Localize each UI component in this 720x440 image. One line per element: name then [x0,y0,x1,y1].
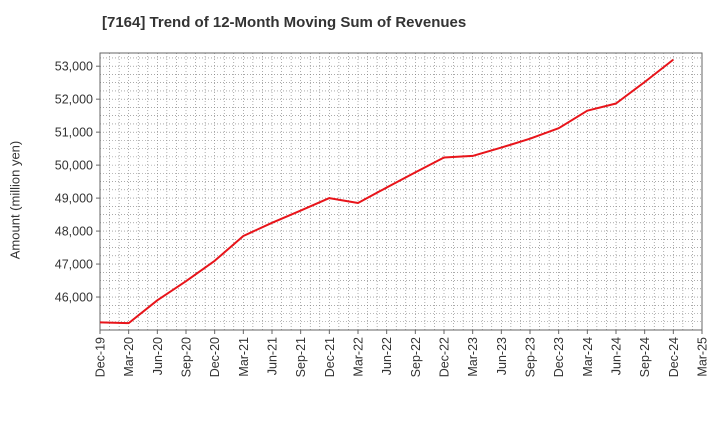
x-tick-label: Mar-21 [237,337,251,377]
y-tick-label: 49,000 [55,192,93,206]
x-tick-label: Dec-21 [323,337,337,377]
x-tick-label: Jun-24 [610,337,624,375]
y-axis-ticks: 46,000 47,000 48,000 49,000 50,000 51,000 52,0… [55,60,100,305]
x-tick-label: Mar-20 [122,337,136,377]
series-group [99,58,674,325]
series-line [99,58,674,325]
plot-area [100,53,702,330]
y-tick-label: 50,000 [55,159,93,173]
y-tick-label: 48,000 [55,225,93,239]
x-tick-label: Sep-22 [409,337,423,377]
y-tick-label: 47,000 [55,258,93,272]
y-tick-label: 51,000 [55,126,93,140]
chart-title: [7164] Trend of 12-Month Moving Sum of R… [102,14,467,31]
x-tick-label: Dec-24 [667,337,681,377]
x-tick-label: Jun-22 [380,337,394,375]
x-tick-label: Mar-24 [581,337,595,377]
x-tick-label: Sep-20 [180,337,194,377]
x-tick-label: Mar-23 [466,337,480,377]
grid-lines [100,53,702,330]
x-tick-label: Sep-21 [294,337,308,377]
x-axis-ticks: Dec-19 Mar-20 Jun-20 Sep-20 Dec-20 Mar-21 Jun-… [94,330,710,377]
y-tick-label: 52,000 [55,93,93,107]
x-tick-label: Mar-22 [352,337,366,377]
x-tick-label: Jun-23 [495,337,509,375]
x-tick-label: Dec-19 [94,337,108,377]
x-tick-label: Dec-23 [552,337,566,377]
plot-border [99,52,703,331]
x-tick-label: Mar-25 [696,337,710,377]
x-tick-label: Dec-22 [438,337,452,377]
x-tick-label: Sep-24 [638,337,652,377]
x-tick-label: Sep-23 [524,337,538,377]
x-tick-label: Jun-21 [266,337,280,375]
y-tick-label: 53,000 [55,60,93,74]
y-tick-label: 46,000 [55,291,93,305]
x-tick-label: Dec-20 [208,337,222,377]
x-tick-label: Jun-20 [151,337,165,375]
